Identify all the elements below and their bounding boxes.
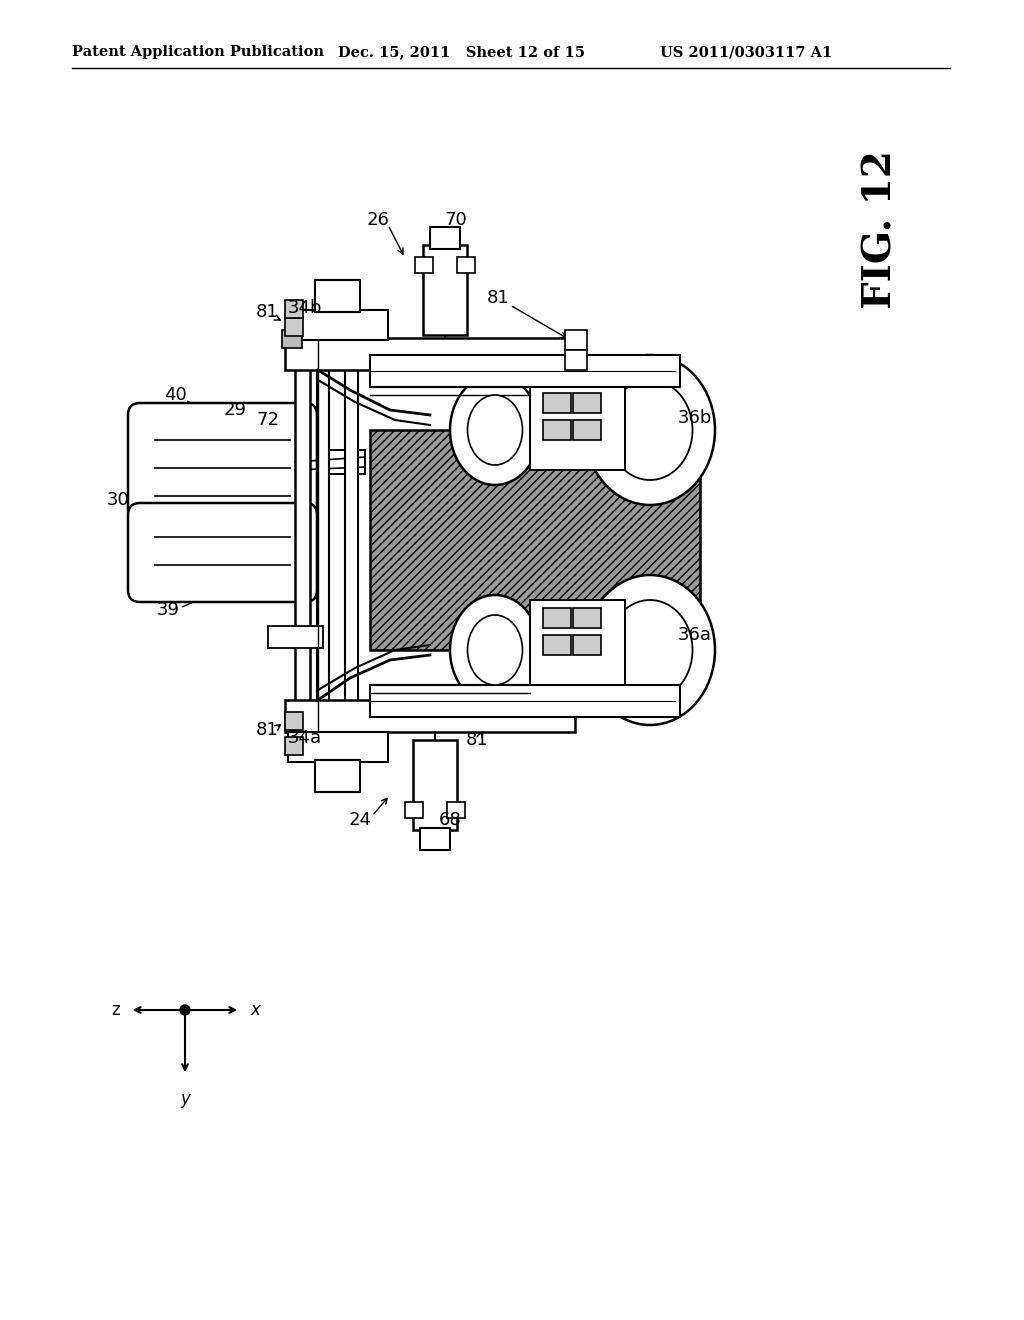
Text: 39: 39 [157,601,179,619]
Bar [285,338,575,370]
Text: 81: 81 [466,731,488,748]
Bar [413,741,457,830]
Bar [282,330,302,348]
Ellipse shape [450,375,540,484]
Bar [543,609,571,628]
Bar [573,420,601,440]
Bar [295,553,305,583]
Bar [565,350,587,370]
Bar [370,355,680,387]
Text: 34b: 34b [288,300,323,317]
Ellipse shape [468,615,522,685]
Bar [543,420,571,440]
Ellipse shape [585,355,715,506]
Text: z: z [112,1001,120,1019]
Text: 72: 72 [256,411,280,429]
Text: 81: 81 [486,289,509,308]
Bar [423,246,467,335]
Text: 81: 81 [256,304,279,321]
Ellipse shape [450,595,540,705]
Bar [420,828,450,850]
Text: 26: 26 [367,211,389,228]
Bar [295,319,310,750]
Text: 34a: 34a [288,729,323,747]
Bar [430,227,460,249]
Text: 40: 40 [164,385,186,404]
Bar [305,450,365,474]
Bar [406,803,423,818]
Bar [285,318,303,337]
Bar [285,300,303,318]
Bar [573,393,601,413]
Bar [565,330,587,350]
Bar [268,626,323,648]
Bar [370,685,680,717]
Text: 81: 81 [256,721,279,739]
Bar [543,393,571,413]
Ellipse shape [585,576,715,725]
Bar [415,257,433,273]
Bar [573,609,601,628]
Bar [345,325,358,744]
Bar [530,601,625,685]
Bar [370,430,700,649]
Ellipse shape [468,395,522,465]
Bar [457,257,475,273]
Text: 36a: 36a [678,626,712,644]
Ellipse shape [607,601,692,700]
Text: US 2011/0303117 A1: US 2011/0303117 A1 [660,45,833,59]
Bar [573,635,601,655]
Text: FIG. 12: FIG. 12 [861,150,899,309]
Bar [288,733,388,762]
Text: y: y [180,1090,189,1107]
Bar [315,760,360,792]
Bar [285,700,575,733]
Bar [315,280,360,312]
Text: 36b: 36b [678,409,712,426]
Bar [285,711,303,730]
Bar [447,803,465,818]
Bar [285,737,303,755]
Ellipse shape [180,1005,190,1015]
Ellipse shape [607,380,692,480]
Text: 29: 29 [223,401,247,418]
FancyBboxPatch shape [128,503,317,602]
Bar [543,635,571,655]
Text: x: x [250,1001,260,1019]
Text: 70: 70 [444,211,467,228]
Text: 24: 24 [348,810,372,829]
Bar [317,330,329,741]
Text: Dec. 15, 2011   Sheet 12 of 15: Dec. 15, 2011 Sheet 12 of 15 [338,45,585,59]
Text: 68: 68 [438,810,462,829]
Bar [530,385,625,470]
Text: Patent Application Publication: Patent Application Publication [72,45,324,59]
Bar [288,310,388,341]
Text: 30: 30 [106,491,129,510]
FancyBboxPatch shape [128,403,317,521]
